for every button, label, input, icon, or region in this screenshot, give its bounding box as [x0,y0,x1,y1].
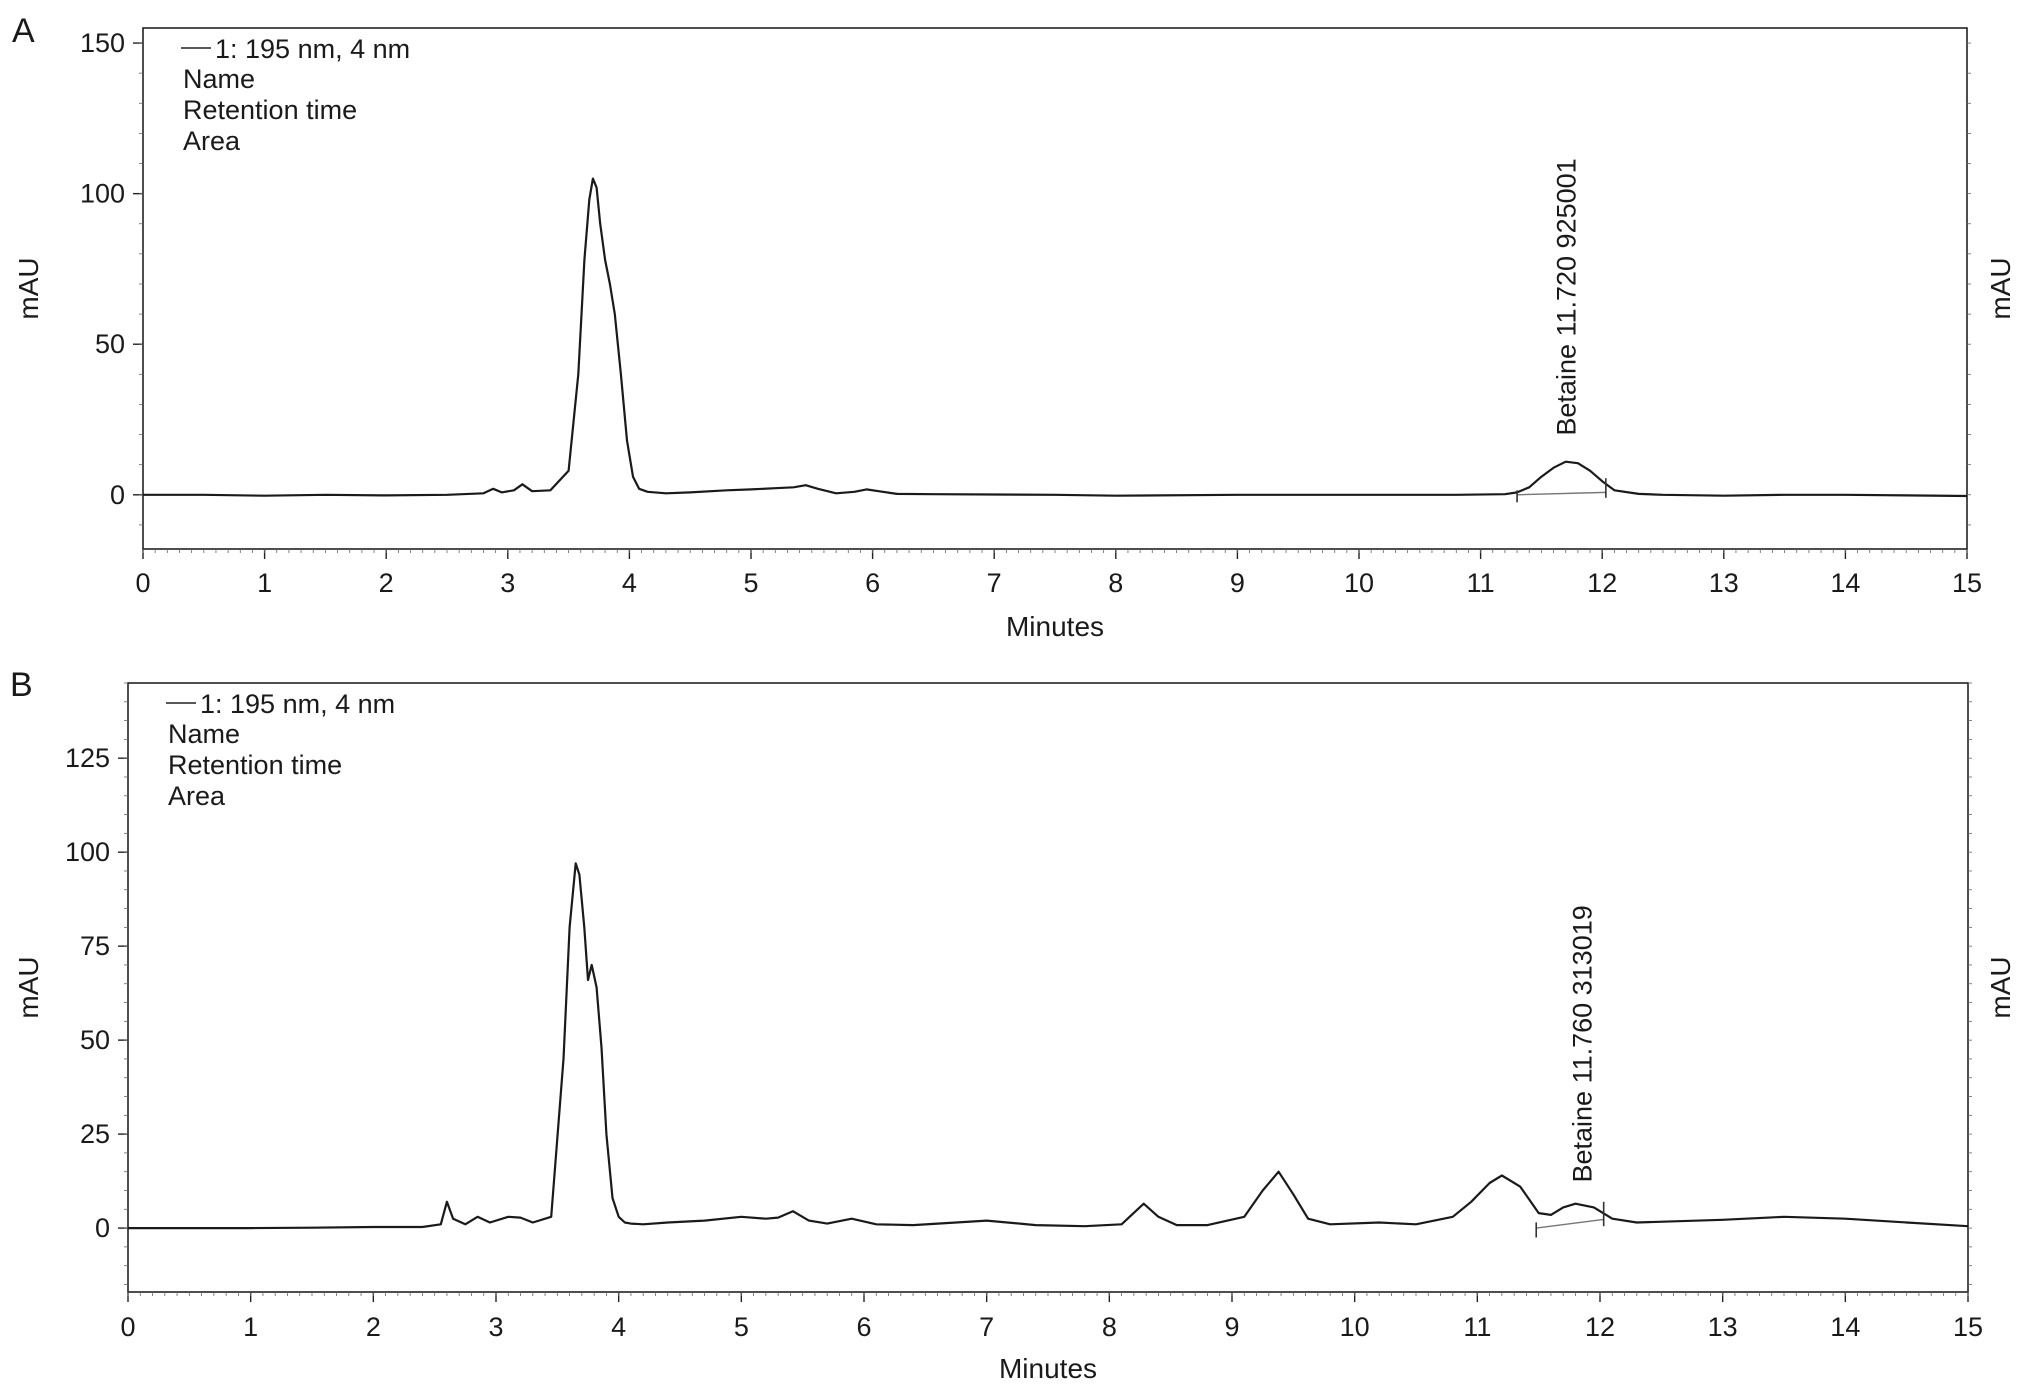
x-tick-label: 4 [622,568,637,598]
x-tick-label: 3 [500,568,515,598]
x-tick-label: 9 [1230,568,1245,598]
x-tick-label: 2 [366,1312,381,1342]
peak-label-betaine: Betaine 11.760 313019 [1568,905,1598,1182]
x-tick-label: 13 [1708,1312,1738,1342]
y-tick-label: 50 [95,329,125,359]
x-tick-label: 10 [1340,1312,1370,1342]
x-tick-label: 3 [488,1312,503,1342]
y-axis: 0 25 50 75 100 125 mAU mAU [13,682,2016,1285]
x-tick-label: 0 [120,1312,135,1342]
chromatogram-trace [128,862,1969,1230]
y-axis: 0 50 100 150 mAU mAU [13,28,2016,526]
x-tick-label: 1 [243,1312,258,1342]
x-tick-label: 8 [1102,1312,1117,1342]
x-tick-label: 15 [1953,1312,1983,1342]
y-tick-label: 0 [110,480,125,510]
integration-baseline [1517,491,1606,496]
x-axis-title: Minutes [1006,611,1104,642]
y-tick-label: 125 [65,743,110,773]
x-tick-label: 14 [1830,568,1860,598]
x-tick-label: 7 [987,568,1002,598]
panel-label: B [10,666,33,704]
plot-frame [127,682,1969,1293]
legend-line-1: Name [183,64,255,94]
chart-panel-a: A0 1 2 3 4 5 6 7 8 9 10 11 12 13 14 15Minutes050100150m… [12,12,2016,642]
x-tick-label: 7 [979,1312,994,1342]
x-tick-label: 11 [1467,568,1495,598]
x-tick-label: 9 [1224,1312,1239,1342]
y-tick-label: 0 [95,1213,110,1243]
x-tick-label: 1 [257,568,272,598]
x-axis-title: Minutes [999,1353,1097,1384]
integration-baseline [1536,1218,1604,1229]
peak-label-betaine: Betaine 11.720 925001 [1552,158,1582,435]
x-tick-label: 5 [734,1312,749,1342]
y-axis-title-right: mAU [1985,956,2016,1018]
x-tick-label: 12 [1587,568,1617,598]
legend-line-2: Retention time [168,750,342,780]
chart-panel-b: B0 1 2 3 4 5 6 7 8 9 10 11 12 13 14 15Minutes0255075100… [10,666,2016,1384]
y-axis-title: mAU [13,956,44,1018]
legend-series-label: 1: 195 nm, 4 nm [215,34,410,64]
legend-line-1: Name [168,719,240,749]
y-tick-label: 75 [80,931,110,961]
y-tick-label: 100 [80,179,125,209]
plot-frame [142,27,1968,550]
x-tick-label: 2 [379,568,394,598]
x-tick-label: 15 [1952,568,1982,598]
x-tick-label: 0 [135,568,150,598]
chromatogram-trace [143,177,1968,498]
y-tick-label: 25 [80,1119,110,1149]
x-tick-label: 10 [1344,568,1374,598]
legend-line-3: Area [183,126,241,156]
legend-series-label: 1: 195 nm, 4 nm [200,689,395,719]
panel-label: A [12,12,35,50]
x-tick-label: 12 [1585,1312,1615,1342]
x-tick-label: 11 [1463,1312,1491,1342]
x-tick-label: 14 [1830,1312,1860,1342]
x-tick-label: 13 [1709,568,1739,598]
y-tick-label: 100 [65,837,110,867]
y-axis-title-right: mAU [1985,257,2016,319]
x-tick-label: 8 [1108,568,1123,598]
x-tick-label: 6 [865,568,880,598]
legend-line-2: Retention time [183,95,357,125]
legend-line-3: Area [168,781,226,811]
y-axis-title: mAU [13,257,44,319]
y-tick-label: 50 [80,1025,110,1055]
x-tick-label: 6 [856,1312,871,1342]
x-tick-label: 4 [611,1312,626,1342]
y-tick-label: 150 [80,28,125,58]
x-tick-label: 5 [743,568,758,598]
